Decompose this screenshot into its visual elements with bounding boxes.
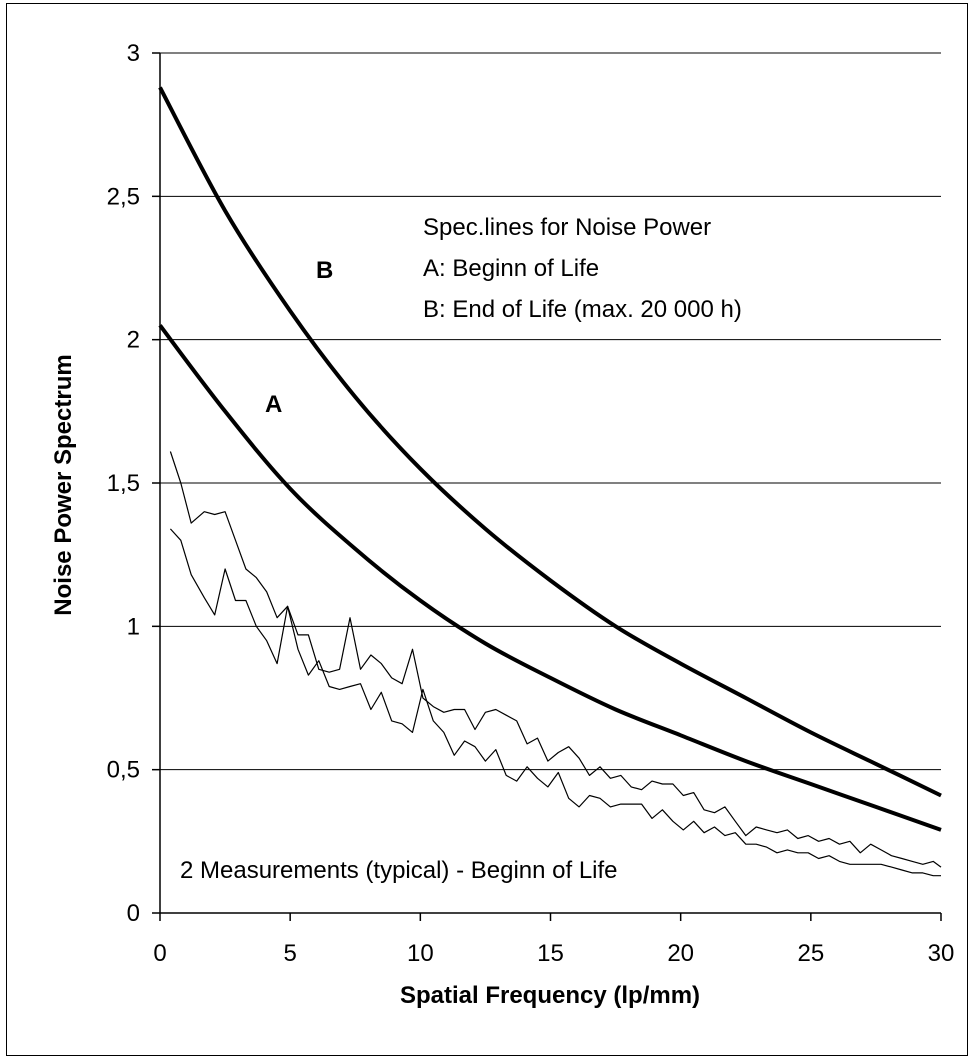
x-tick-label: 15 bbox=[537, 940, 564, 967]
y-tick-label: 0 bbox=[127, 900, 140, 927]
legend-entry-b: B: End of Life (max. 20 000 h) bbox=[423, 296, 742, 323]
legend-title: Spec.lines for Noise Power bbox=[423, 214, 711, 241]
y-tick-label: 2 bbox=[127, 327, 140, 354]
y-tick-label: 2,5 bbox=[107, 183, 140, 210]
spec-line-b bbox=[158, 86, 942, 798]
curve-label-a: A bbox=[265, 391, 282, 418]
legend-entry-a: A: Beginn of Life bbox=[423, 255, 599, 282]
spec-line-a bbox=[158, 324, 942, 832]
y-tick-label: 1 bbox=[127, 613, 140, 640]
x-tick-label: 20 bbox=[667, 940, 694, 967]
y-tick-label: 1,5 bbox=[107, 470, 140, 497]
y-tick-label: 3 bbox=[127, 40, 140, 67]
grid-lines bbox=[160, 52, 941, 771]
series-lines bbox=[158, 86, 942, 877]
tick-marks bbox=[152, 52, 942, 921]
y-axis-title: Noise Power Spectrum bbox=[50, 354, 77, 615]
y-tick-label: 0,5 bbox=[107, 757, 140, 784]
x-tick-label: 30 bbox=[928, 940, 955, 967]
measurement-line-3 bbox=[169, 528, 941, 877]
x-tick-label: 10 bbox=[407, 940, 434, 967]
x-tick-label: 5 bbox=[283, 940, 296, 967]
x-tick-label: 25 bbox=[797, 940, 824, 967]
x-tick-label: 0 bbox=[153, 940, 166, 967]
curve-label-b: B bbox=[316, 257, 333, 284]
tick-labels: 00,511,522,530 5 10 15 20 25 30 bbox=[107, 40, 955, 967]
measurement-note: 2 Measurements (typical) - Beginn of Lif… bbox=[180, 857, 618, 884]
x-axis-title: Spatial Frequency (lp/mm) bbox=[400, 982, 700, 1009]
measurement-line-2 bbox=[169, 451, 942, 868]
